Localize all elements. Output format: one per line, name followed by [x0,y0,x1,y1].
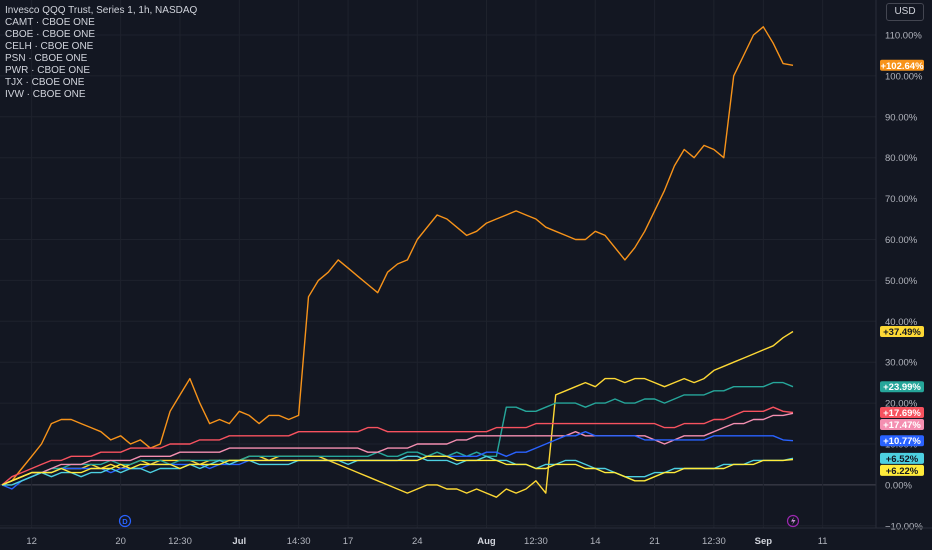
legend-item-pwr[interactable]: PWR · CBOE ONE [5,65,91,76]
last-value-text: +6.22% [886,466,919,477]
series-line-0 [1,26,794,486]
x-tick-label: 20 [115,536,126,547]
series-line-7 [1,455,794,486]
x-tick-label: Aug [477,536,496,547]
last-value-text: +6.52% [886,454,919,465]
y-tick-label: −10.00% [885,521,923,532]
last-value-badge-4: +17.47% [880,419,924,431]
x-tick-label: Sep [755,536,773,547]
x-tick-label: 12:30 [702,536,726,547]
y-tick-label: 0.00% [885,480,912,491]
x-tick-label: 14 [590,536,601,547]
x-tick-label: 11 [818,536,828,547]
last-value-badge-1: +37.49% [880,326,924,338]
x-tick-label: 17 [343,536,354,547]
last-value-text: +23.99% [883,382,921,393]
legend-item-psn[interactable]: PSN · CBOE ONE [5,53,88,64]
dividend-event-icon[interactable]: D [118,514,132,528]
last-value-badge-3: +17.69% [880,407,924,419]
y-tick-label: 110.00% [885,31,922,42]
last-value-badge-0: +102.64% [880,59,924,72]
svg-text:D: D [122,517,128,526]
series-line-2 [1,381,794,486]
x-tick-label: 24 [412,536,423,547]
last-value-text: +10.77% [883,436,921,447]
y-tick-label: 90.00% [885,112,918,123]
x-tick-label: 12:30 [524,536,548,547]
series-line-3 [1,406,794,486]
x-tick-label: 12 [26,536,37,547]
x-tick-label: 14:30 [287,536,311,547]
y-tick-label: 60.00% [885,235,918,246]
last-value-text: +102.64% [880,61,924,72]
y-tick-label: 50.00% [885,276,918,287]
legend-item-tjx[interactable]: TJX · CBOE ONE [5,77,85,88]
y-tick-label: 100.00% [885,71,923,82]
y-tick-label: 80.00% [885,153,918,164]
last-value-text: +17.47% [883,420,921,431]
legend-item-camt[interactable]: CAMT · CBOE ONE [5,17,95,28]
x-tick-label: 21 [649,536,660,547]
y-tick-label: 20.00% [885,399,918,410]
y-tick-label: 70.00% [885,194,918,205]
last-value-badge-5: +10.77% [880,435,924,447]
legend-item-celh[interactable]: CELH · CBOE ONE [5,41,94,52]
last-value-badge-6: +6.52% [880,452,924,465]
y-tick-label: 30.00% [885,358,918,369]
x-tick-label: 12:30 [168,536,192,547]
time-axis[interactable]: 12 20 12:30 Jul 14:30 17 24 Aug 12:30 14 21 12:30 Se… [0,527,932,547]
earnings-event-icon[interactable] [786,514,800,528]
x-tick-label: Jul [232,536,246,547]
price-scale[interactable]: 110.00% 100.00% 90.00% 80.00% 70.00% 60.00% 50… [875,0,923,532]
currency-button[interactable]: USD [886,3,924,21]
series-lines [1,26,794,498]
legend-item-ivw[interactable]: IVW · CBOE ONE [5,89,86,100]
event-markers: D [118,514,800,528]
legend-item-cboe[interactable]: CBOE · CBOE ONE [5,29,96,40]
legend-main-symbol[interactable]: Invesco QQQ Trust, Series 1, 1h, NASDAQ [5,5,198,16]
last-value-badge-7: +6.22% [880,464,924,477]
last-value-badges: +102.64% +37.49% +23.99% +17.69%+17.47% +10.… [880,59,924,477]
legend: Invesco QQQ Trust, Series 1, 1h, NASDAQ … [5,5,197,101]
series-line-4 [1,412,794,486]
last-value-badge-2: +23.99% [880,381,924,393]
last-value-text: +17.69% [883,408,921,419]
last-value-text: +37.49% [883,327,921,338]
y-tick-label: 40.00% [885,317,918,328]
